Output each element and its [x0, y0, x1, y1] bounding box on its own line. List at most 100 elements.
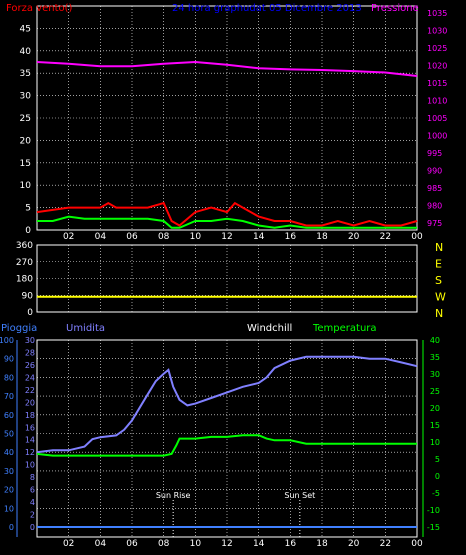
rain-tick-label: 50 [4, 430, 14, 439]
x-tick-label: 02 [63, 232, 74, 242]
series-umidita-line [36, 355, 418, 454]
rain-tick-label: 10 [4, 504, 14, 513]
x-tick-label: 10 [190, 232, 202, 242]
rain-tick-label: 70 [4, 392, 14, 401]
x-tick-label: 12 [221, 539, 232, 549]
right-tick-label: 975 [427, 219, 442, 228]
x-tick-label: 16 [285, 539, 297, 549]
x-tick-label: 20 [348, 232, 360, 242]
rain-tick-label: 40 [4, 448, 14, 457]
panel2-grid [37, 244, 418, 313]
rain-tick-label: 80 [4, 373, 14, 382]
left-tick-label: 5 [25, 204, 31, 214]
temperature-label: Temperatura [312, 323, 377, 334]
right-axis-label: Pressione [371, 3, 419, 14]
panel1-series [36, 60, 418, 229]
left-tick-label: 45 [20, 24, 31, 34]
humidity-tick-label: 10 [25, 461, 35, 470]
left-tick-label: 40 [20, 47, 32, 57]
windchill-label: Windchill [247, 323, 292, 334]
x-tick-label: 06 [126, 539, 138, 549]
humidity-tick-label: 2 [30, 511, 35, 520]
right-tick-label: 1030 [427, 27, 447, 36]
temp-tick-label: 5 [435, 455, 440, 464]
series-pressione-line [36, 60, 418, 77]
right-tick-label: 1015 [427, 79, 447, 88]
humidity-tick-label: 0 [30, 523, 35, 532]
left-tick-label: 0 [25, 226, 31, 236]
temp-tick-label: 40 [430, 336, 440, 345]
marker-label: Sun Set [284, 491, 315, 500]
right-tick-label: 1020 [427, 62, 447, 71]
left-tick-label: 25 [20, 114, 31, 124]
cardinal-label: E [435, 258, 442, 271]
temp-tick-label: 30 [430, 370, 440, 379]
humidity-tick-label: 22 [25, 386, 35, 395]
panel1-grid [37, 6, 418, 231]
right-tick-label: 1000 [427, 132, 447, 141]
right-tick-label: 985 [427, 184, 442, 193]
panel3-series [36, 355, 418, 528]
temp-tick-label: 15 [430, 421, 440, 430]
direction-tick-label: 0 [27, 308, 33, 318]
x-tick-label: 16 [285, 232, 297, 242]
rain-label: Pioggia [1, 323, 37, 334]
x-tick-label: 00 [411, 232, 423, 242]
left-tick-label: 35 [20, 69, 31, 79]
marker-label: Sun Rise [156, 491, 191, 500]
temp-tick-label: 35 [430, 353, 440, 362]
series-vento-medio-line [37, 215, 417, 229]
temp-tick-label: 25 [430, 387, 440, 396]
humidity-tick-label: 30 [25, 336, 35, 345]
x-tick-label: 14 [253, 232, 265, 242]
x-tick-label: 14 [253, 539, 265, 549]
direction-tick-label: 270 [16, 258, 33, 268]
right-tick-label: 1010 [427, 97, 447, 106]
x-tick-label: 08 [158, 232, 170, 242]
x-tick-label: 22 [380, 539, 391, 549]
rain-tick-label: 30 [4, 467, 14, 476]
x-tick-label: 08 [158, 539, 170, 549]
left-axis-label: Forza vento() [6, 3, 73, 14]
temp-tick-label: -15 [427, 523, 440, 532]
humidity-tick-label: 24 [25, 373, 35, 382]
rain-tick-label: 90 [4, 355, 14, 364]
right-tick-label: 990 [427, 167, 442, 176]
temp-tick-label: 20 [430, 404, 440, 413]
temp-tick-label: 0 [435, 472, 440, 481]
rain-tick-label: 60 [4, 411, 14, 420]
x-tick-label: 02 [63, 539, 74, 549]
x-tick-label: 18 [316, 232, 328, 242]
left-tick-label: 20 [20, 136, 32, 146]
humidity-tick-label: 6 [30, 486, 35, 495]
panel3-ticks: 02 04 06 08 10 12 14 16 18 20 22 000102030405060708… [0, 336, 440, 549]
temp-tick-label: -10 [427, 506, 440, 515]
temp-tick-label: -5 [432, 489, 440, 498]
humidity-temp-panel: Pioggia Umidita Windchill Temperatura 02… [0, 323, 440, 549]
humidity-tick-label: 18 [25, 411, 35, 420]
x-tick-label: 20 [348, 539, 360, 549]
humidity-tick-label: 16 [25, 423, 35, 432]
x-tick-label: 00 [411, 539, 423, 549]
humidity-tick-label: 4 [30, 498, 35, 507]
humidity-tick-label: 26 [25, 361, 35, 370]
humidity-label: Umidita [66, 323, 105, 334]
x-tick-label: 18 [316, 539, 328, 549]
x-tick-label: 12 [221, 232, 232, 242]
humidity-tick-label: 28 [25, 348, 35, 357]
direction-tick-label: 90 [22, 291, 34, 301]
rain-tick-label: 20 [4, 486, 14, 495]
x-tick-label: 22 [380, 232, 391, 242]
direction-tick-label: 180 [16, 275, 33, 285]
series-temperatura-line [36, 434, 417, 457]
left-tick-label: 10 [20, 181, 32, 191]
humidity-tick-label: 12 [25, 448, 35, 457]
left-tick-label: 30 [20, 92, 32, 102]
right-tick-label: 1005 [427, 114, 447, 123]
panel3-grid [37, 339, 418, 537]
cardinal-label: W [435, 291, 446, 304]
humidity-tick-label: 8 [30, 473, 35, 482]
direction-tick-label: 360 [16, 241, 33, 251]
right-tick-label: 1025 [427, 44, 447, 53]
